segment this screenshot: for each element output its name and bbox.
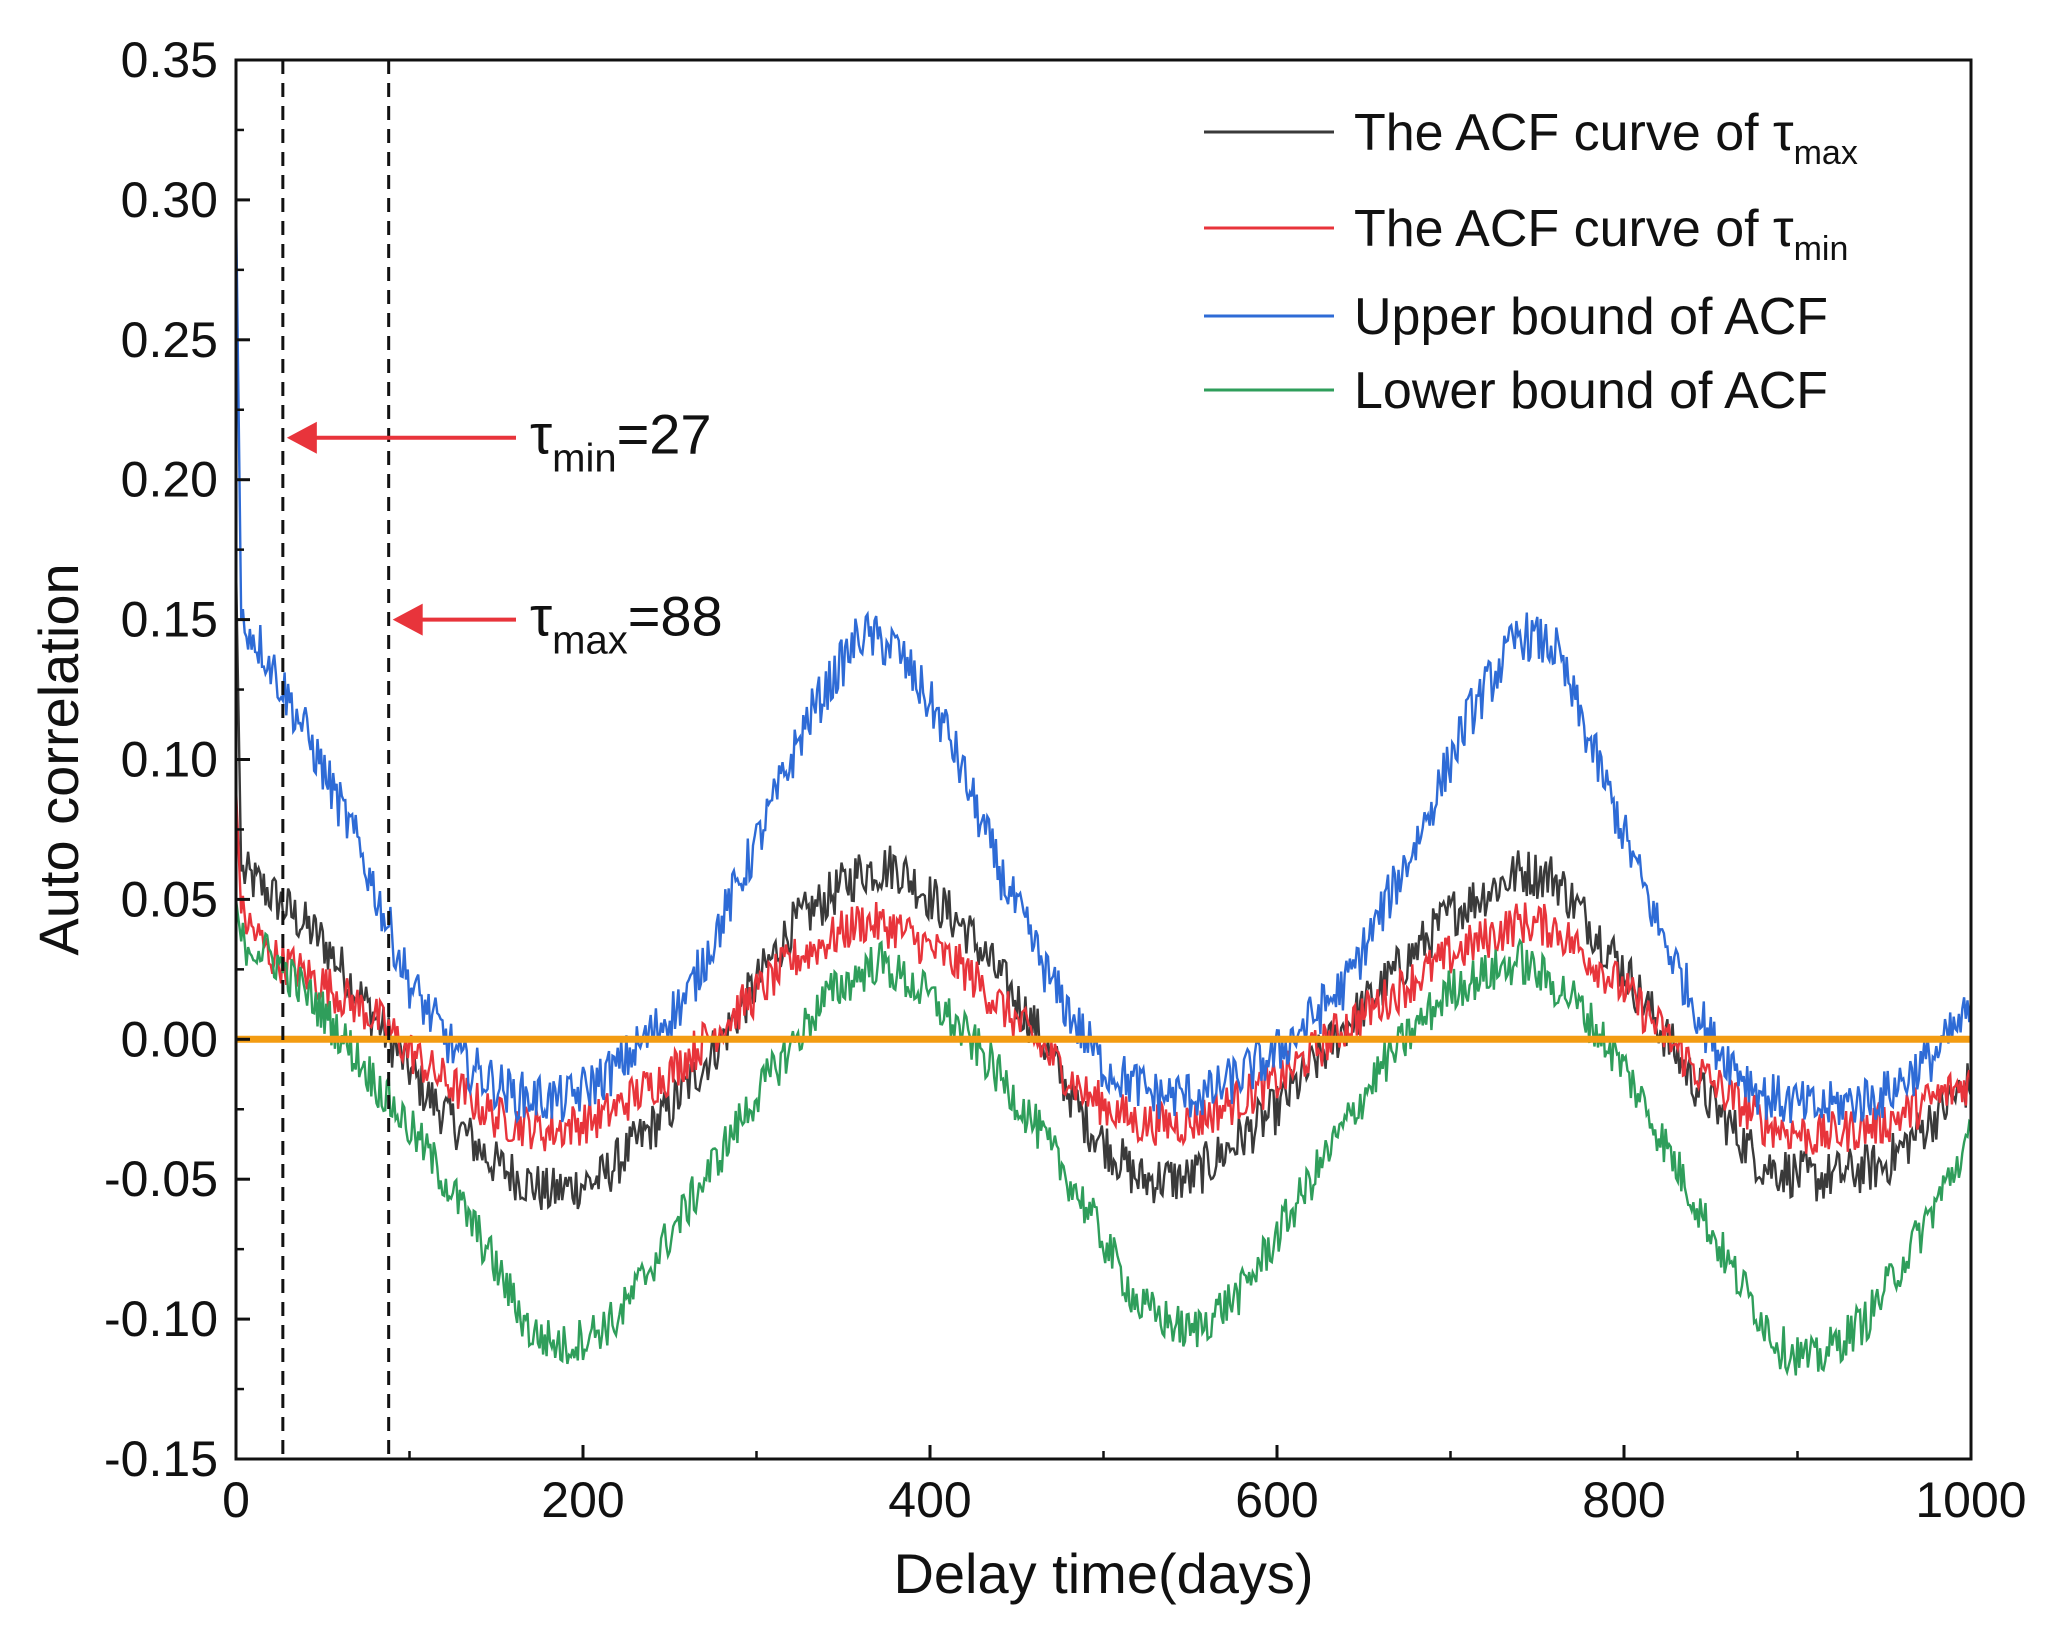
- legend-label: The ACF curve of τmin: [1354, 200, 1848, 268]
- y-tick-label: 0.10: [121, 732, 218, 788]
- y-tick-label: 0.20: [121, 452, 218, 508]
- x-axis-title: Delay time(days): [893, 1542, 1313, 1605]
- annotation-label: τmin=27: [530, 403, 712, 481]
- series-line-3: [236, 199, 1971, 1125]
- y-tick-label: 0.05: [121, 871, 218, 927]
- legend-item-3: Upper bound of ACF: [1204, 288, 1828, 346]
- annotation-arrow-head: [392, 603, 423, 636]
- x-tick-label: 400: [888, 1472, 971, 1528]
- y-tick-label: 0.30: [121, 172, 218, 228]
- legend-item-1: The ACF curve of τmax: [1204, 104, 1858, 172]
- legend-label: Upper bound of ACF: [1354, 288, 1828, 346]
- x-tick-label: 600: [1235, 1472, 1318, 1528]
- x-tick-label: 1000: [1915, 1472, 2026, 1528]
- legend-item-4: Lower bound of ACF: [1204, 362, 1828, 420]
- y-axis-title: Auto correlation: [27, 563, 90, 955]
- annotation-2: τmax=88: [392, 585, 723, 663]
- y-tick-label: 0.35: [121, 32, 218, 88]
- x-tick-label: 0: [222, 1472, 250, 1528]
- annotation-arrow-head: [286, 421, 317, 454]
- legend-label: Lower bound of ACF: [1354, 362, 1828, 420]
- y-tick-label: -0.10: [104, 1291, 218, 1347]
- x-tick-label: 800: [1582, 1472, 1665, 1528]
- y-tick-label: -0.05: [104, 1151, 218, 1207]
- legend-label: The ACF curve of τmax: [1354, 104, 1858, 172]
- y-tick-label: 0.00: [121, 1011, 218, 1067]
- series-line-4: [236, 899, 1971, 1377]
- y-tick-label: -0.15: [104, 1431, 218, 1487]
- legend-item-2: The ACF curve of τmin: [1204, 200, 1848, 268]
- series-line-1: [236, 563, 1971, 1210]
- y-tick-label: 0.15: [121, 592, 218, 648]
- annotation-label: τmax=88: [530, 585, 723, 663]
- annotation-1: τmin=27: [286, 403, 712, 481]
- x-tick-label: 200: [541, 1472, 624, 1528]
- y-tick-label: 0.25: [121, 312, 218, 368]
